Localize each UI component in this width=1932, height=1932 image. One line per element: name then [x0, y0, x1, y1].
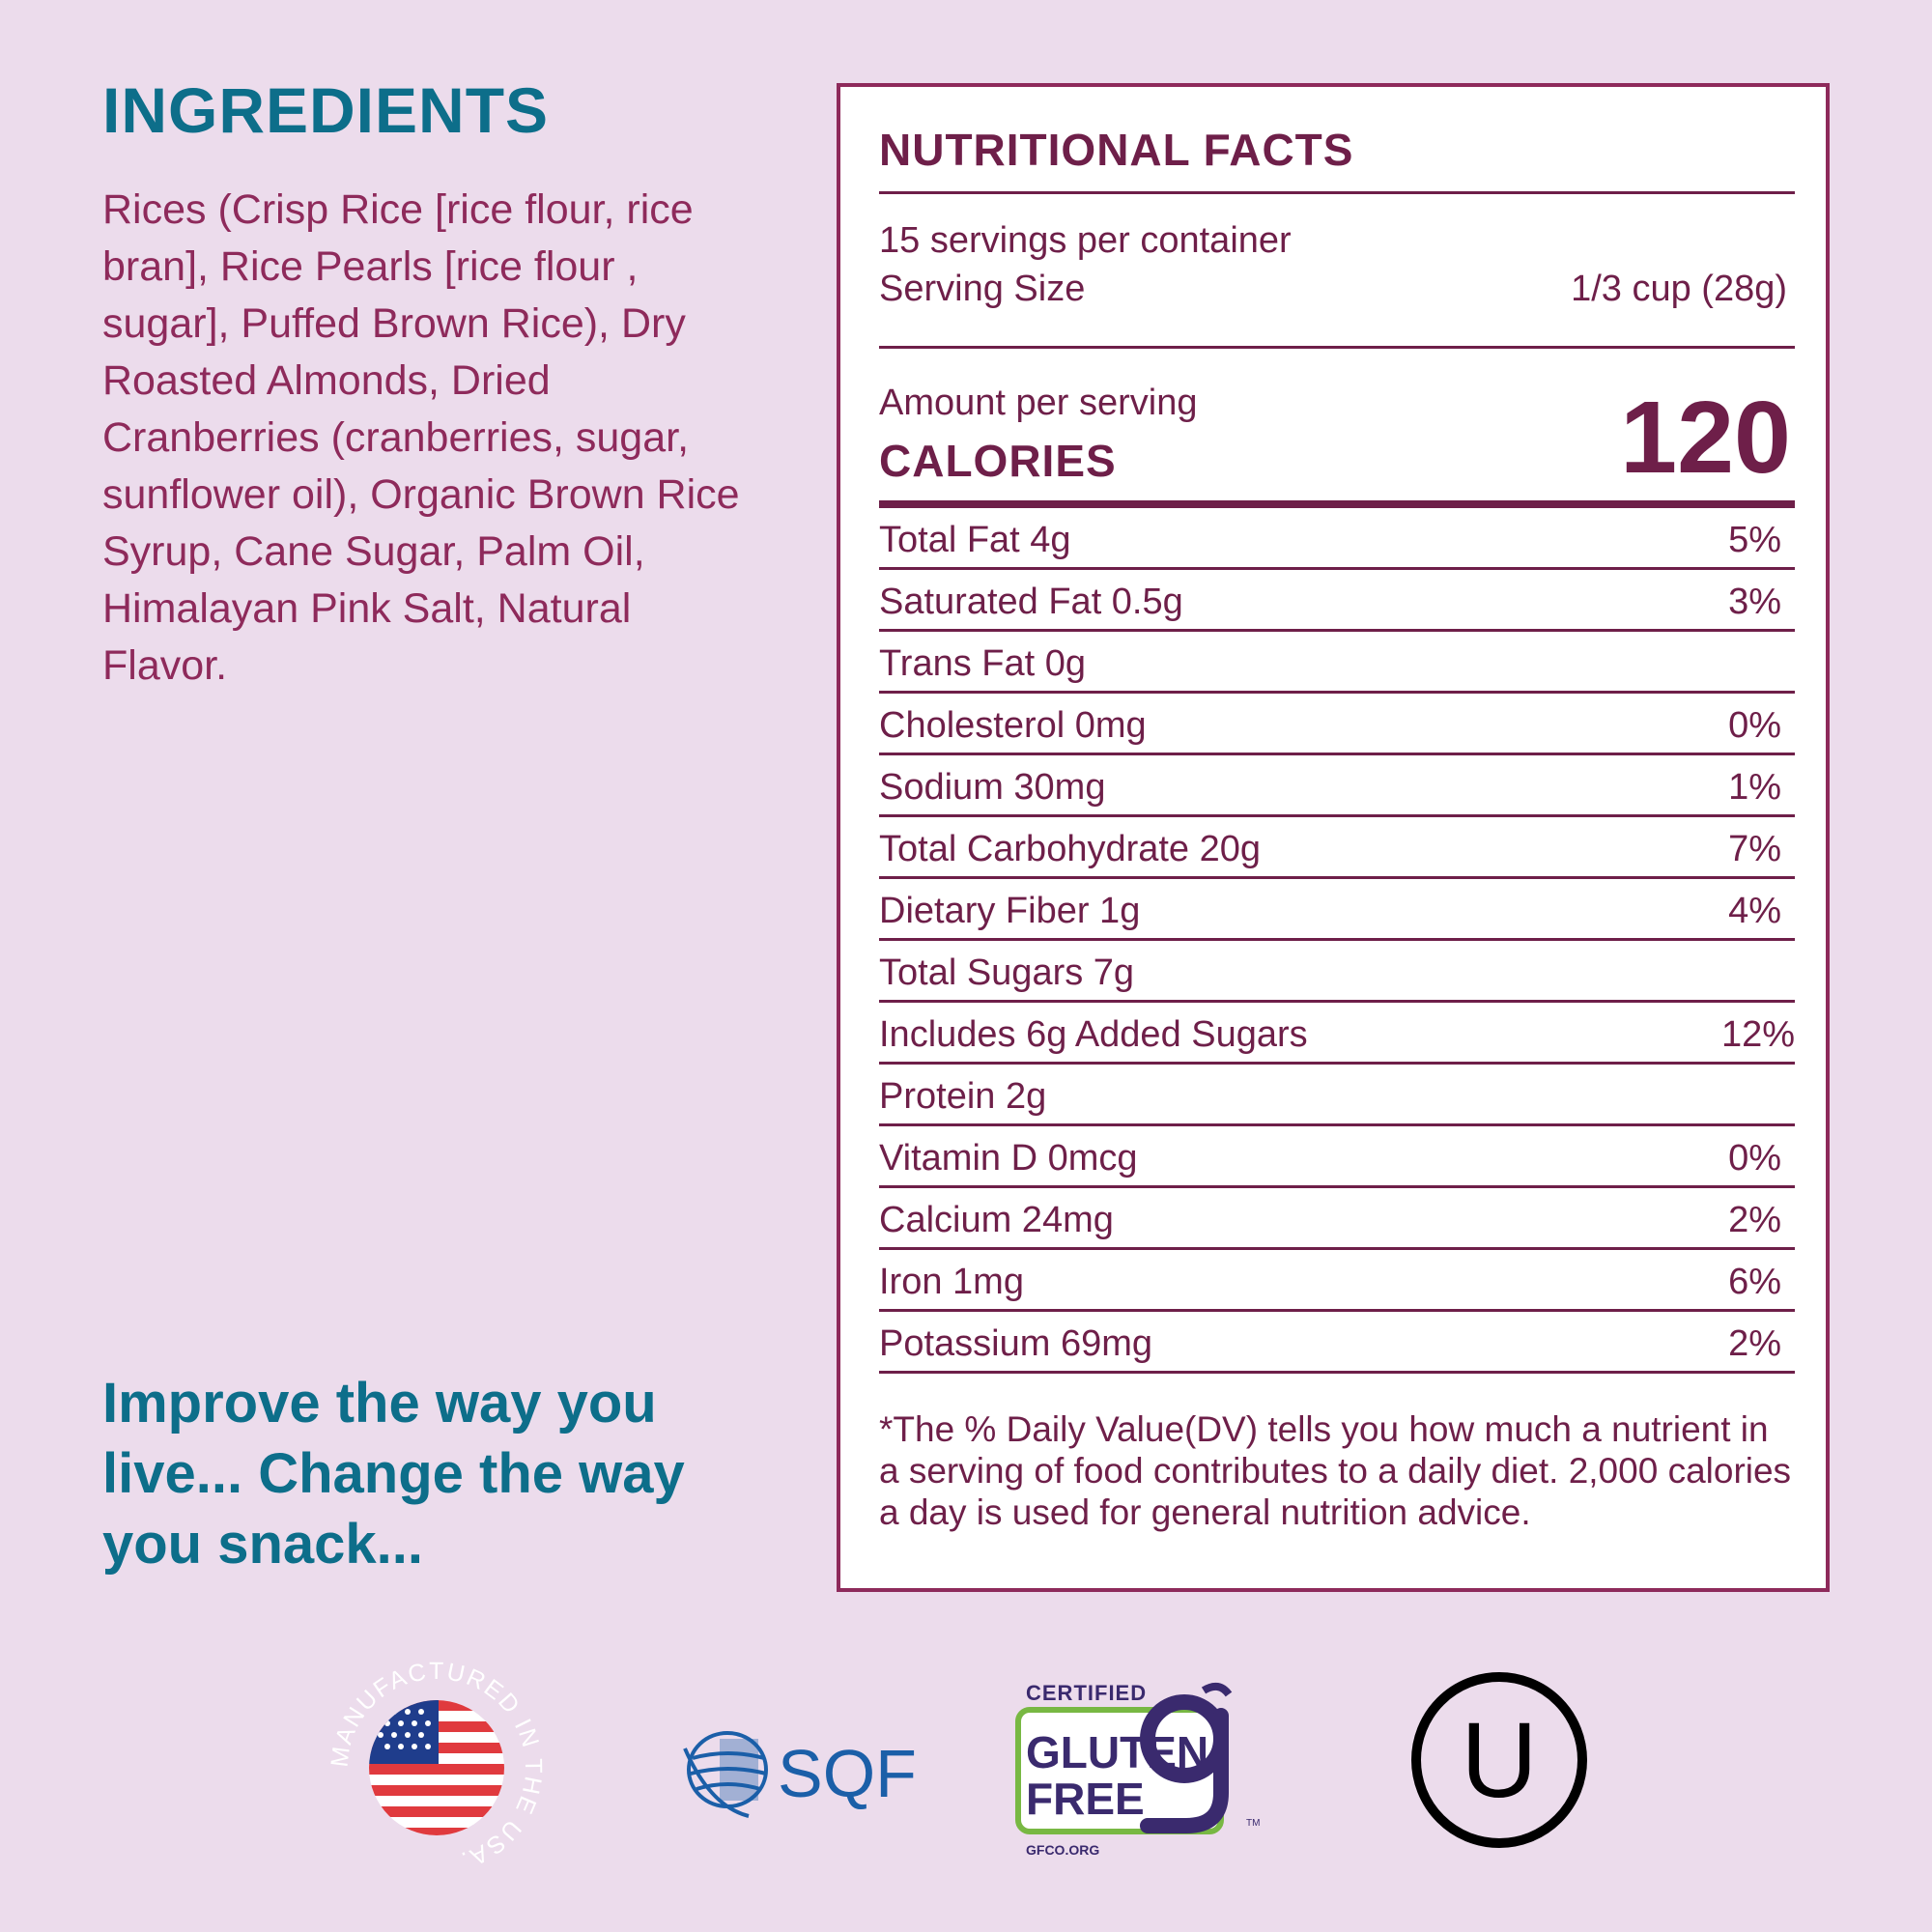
nutrient-row: Total Sugars 7g	[879, 941, 1795, 1003]
servings-per-container: 15 servings per container	[879, 220, 1292, 261]
nutrient-row: Includes 6g Added Sugars 12%	[879, 1003, 1795, 1065]
svg-text:U: U	[1461, 1701, 1537, 1820]
nutrient-row: Dietary Fiber 1g 4%	[879, 879, 1795, 941]
serving-size-value: 1/3 cup (28g)	[1571, 269, 1787, 309]
nutrient-name: Total Fat 4g	[879, 520, 1071, 560]
nutrient-dv: 7%	[1728, 829, 1781, 869]
nutrition-facts-panel: NUTRITIONAL FACTS 15 servings per contai…	[837, 83, 1830, 1592]
nutrient-row: Saturated Fat 0.5g 3%	[879, 570, 1795, 632]
kosher-ou-icon: U	[1411, 1672, 1587, 1848]
certification-logos: MANUFACTURED IN THE USA. SQF CERTIFIED G…	[0, 1662, 1932, 1893]
serving-size-label: Serving Size	[879, 269, 1086, 309]
nutrient-row: Trans Fat 0g	[879, 632, 1795, 694]
daily-value-footnote: *The % Daily Value(DV) tells you how muc…	[879, 1409, 1792, 1532]
nutrient-row: Protein 2g	[879, 1065, 1795, 1126]
svg-text:TM: TM	[1246, 1818, 1260, 1829]
nutrient-dv: 0%	[1728, 1138, 1781, 1179]
nutrient-row: Total Fat 4g 5%	[879, 508, 1795, 570]
nutrient-name: Potassium 69mg	[879, 1323, 1153, 1364]
nutrient-name: Dietary Fiber 1g	[879, 891, 1141, 931]
nutrient-dv: 0%	[1728, 705, 1781, 746]
nutrient-dv: 1%	[1728, 767, 1781, 808]
nutrition-facts-title: NUTRITIONAL FACTS	[879, 125, 1354, 175]
nutrient-name: Trans Fat 0g	[879, 643, 1087, 684]
nutrient-row: Potassium 69mg 2%	[879, 1312, 1795, 1374]
nutrient-dv: 2%	[1728, 1200, 1781, 1240]
svg-text:FREE: FREE	[1026, 1774, 1145, 1824]
divider	[879, 191, 1795, 194]
nutrient-name: Total Carbohydrate 20g	[879, 829, 1262, 869]
nutrient-name: Sodium 30mg	[879, 767, 1106, 808]
gluten-free-certified-icon: CERTIFIED GLUTEN FREE TM GFCO.ORG	[1015, 1681, 1260, 1858]
nutrient-name: Calcium 24mg	[879, 1200, 1114, 1240]
nutrient-dv: 4%	[1728, 891, 1781, 931]
nutrient-name: Cholesterol 0mg	[879, 705, 1147, 746]
nutrient-row: Vitamin D 0mcg 0%	[879, 1126, 1795, 1188]
divider	[879, 346, 1795, 349]
nutrient-name: Total Sugars 7g	[879, 952, 1135, 993]
usa-flag-seal-icon: MANUFACTURED IN THE USA.	[330, 1662, 543, 1874]
nutrient-row: Iron 1mg 6%	[879, 1250, 1795, 1312]
nutrient-name: Protein 2g	[879, 1076, 1047, 1117]
nutrient-dv: 2%	[1728, 1323, 1781, 1364]
nutrient-row: Cholesterol 0mg 0%	[879, 694, 1795, 755]
nutrient-dv: 3%	[1728, 582, 1781, 622]
nutrient-dv: 5%	[1728, 520, 1781, 560]
nutrient-row: Total Carbohydrate 20g 7%	[879, 817, 1795, 879]
ingredients-text: Rices (Crisp Rice [rice flour, rice bran…	[102, 186, 740, 689]
ingredients-title: INGREDIENTS	[102, 74, 550, 146]
nutrient-dv: 12%	[1720, 1014, 1795, 1055]
slogan: Improve the way you live... Change the w…	[102, 1372, 685, 1576]
nutrient-row: Sodium 30mg 1%	[879, 755, 1795, 817]
nutrient-dv: 6%	[1728, 1262, 1781, 1302]
nutrient-name: Iron 1mg	[879, 1262, 1024, 1302]
amount-per-serving: Amount per serving	[879, 383, 1198, 423]
nutrient-name: Vitamin D 0mcg	[879, 1138, 1138, 1179]
nutrient-name: Includes 6g Added Sugars	[879, 1014, 1308, 1055]
svg-text:SQF: SQF	[778, 1736, 917, 1811]
sqf-globe-icon: SQF	[683, 1731, 917, 1818]
svg-text:GFCO.ORG: GFCO.ORG	[1026, 1842, 1099, 1858]
nutrient-name: Saturated Fat 0.5g	[879, 582, 1183, 622]
calories-value: 120	[1620, 381, 1791, 495]
nutrient-rows: Total Fat 4g 5% Saturated Fat 0.5g 3% Tran…	[879, 508, 1795, 1374]
nutrient-row: Calcium 24mg 2%	[879, 1188, 1795, 1250]
calories-label: CALORIES	[879, 436, 1117, 486]
thick-divider	[879, 500, 1795, 508]
svg-text:CERTIFIED: CERTIFIED	[1026, 1681, 1147, 1705]
